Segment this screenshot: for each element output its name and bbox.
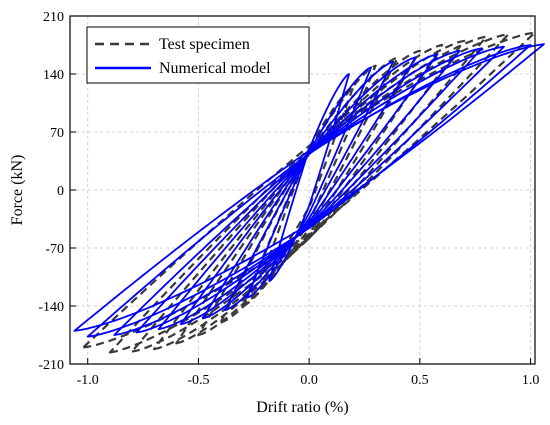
- x-tick-label: 1.0: [522, 373, 540, 388]
- y-axis-label: Force (kN): [9, 155, 26, 226]
- x-tick-label: 0.5: [411, 373, 429, 388]
- legend-label-numerical-model: Numerical model: [159, 60, 271, 77]
- numerical-model-loop: [135, 47, 483, 334]
- numerical-model-loop: [202, 56, 417, 320]
- numerical-model-loop: [157, 49, 461, 331]
- numerical-model-loop: [113, 45, 505, 336]
- numerical-model-loop: [224, 60, 395, 311]
- legend: Test specimen Numerical model: [86, 26, 310, 84]
- x-axis-label: Drift ratio (%): [256, 399, 348, 416]
- legend-box: [86, 26, 310, 84]
- test-specimen-loop: [153, 39, 466, 351]
- test-specimen-loop: [108, 33, 510, 354]
- y-tick-label: 140: [43, 68, 64, 83]
- numerical-model-loop: [86, 44, 532, 338]
- legend-label-test-specimen: Test specimen: [159, 36, 250, 53]
- y-tick-label: 0: [57, 184, 64, 199]
- numerical-model-loop: [179, 53, 439, 326]
- y-tick-label: 70: [50, 126, 64, 141]
- y-tick-label: -70: [45, 242, 64, 257]
- y-tick-label: -140: [38, 300, 64, 315]
- x-tick-label: 0.0: [300, 373, 318, 388]
- numerical-model-loop: [73, 43, 545, 332]
- axes: -1.0 -0.5 0.0 0.5 1.0 -210 -140 -70 0 70 140 210: [38, 10, 539, 388]
- x-tick-label: -0.5: [187, 373, 209, 388]
- plot-series: [73, 31, 545, 354]
- y-tick-label: -210: [38, 358, 64, 373]
- test-specimen-loop: [197, 49, 421, 337]
- x-tick-label: -1.0: [77, 373, 99, 388]
- y-tick-label: 210: [43, 10, 64, 25]
